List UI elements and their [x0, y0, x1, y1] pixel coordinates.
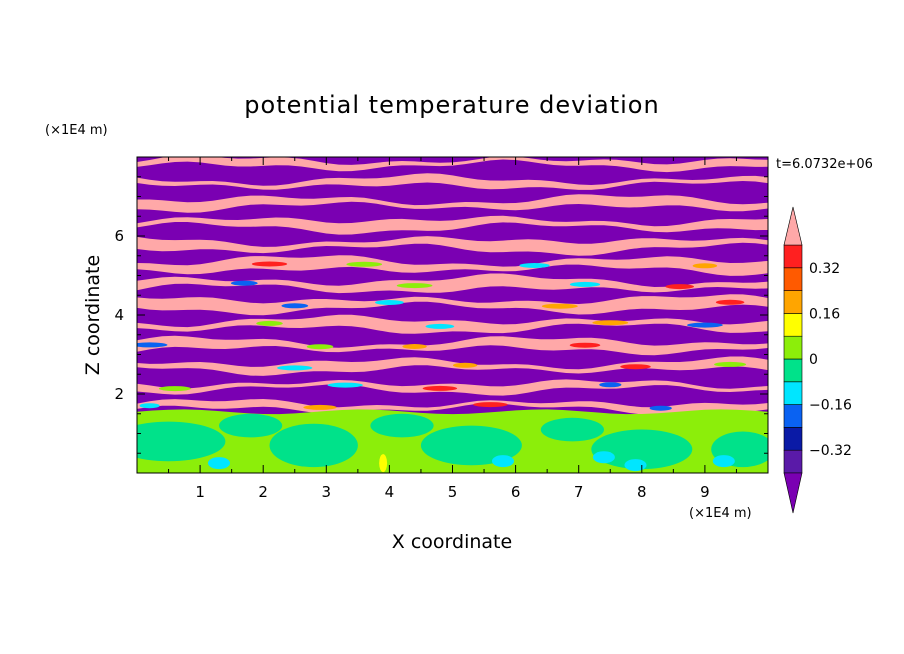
near-zero-region: [420, 425, 522, 466]
transition-streak: [692, 263, 718, 269]
transition-streak: [541, 303, 578, 309]
positive-band: [137, 314, 768, 334]
transition-streak: [665, 284, 694, 290]
y-tick-label: 2: [114, 385, 124, 403]
transition-streak: [375, 300, 404, 305]
near-zero-region: [540, 417, 605, 442]
colorbar-bin: [783, 381, 803, 405]
y-tick-label: 4: [114, 306, 124, 324]
transition-streak: [715, 299, 745, 305]
transition-streak: [473, 402, 508, 408]
x-tick-label: 5: [448, 483, 458, 501]
near-zero-region: [137, 421, 226, 462]
positive-band: [137, 236, 768, 256]
transition-streak: [346, 261, 383, 267]
transition-streak: [422, 385, 458, 391]
colorbar-bin: [783, 244, 803, 269]
colorbar-over-arrow: [783, 206, 803, 246]
positive-band: [137, 215, 768, 235]
colorbar-bin: [783, 358, 803, 383]
transition-streak: [303, 404, 337, 410]
lower-field-layer: [137, 409, 768, 473]
transition-streak: [306, 344, 334, 350]
slight-negative-region: [712, 455, 735, 468]
transition-streak: [230, 280, 258, 286]
axis-ticks: 1 2 3 4 5 6 7 8 9 2 4 6: [114, 157, 768, 501]
x-tick-label: 7: [574, 483, 584, 501]
slight-negative-region: [208, 457, 230, 470]
transition-streak: [139, 403, 160, 409]
x-tick-label: 9: [700, 483, 710, 501]
x-tick-label: 3: [322, 483, 332, 501]
transition-streak: [158, 386, 191, 392]
positive-band: [137, 194, 768, 213]
y-tick-label: 6: [114, 227, 124, 245]
colorbar-bin: [783, 335, 803, 360]
transition-streak: [256, 320, 283, 326]
positive-band: [137, 294, 768, 316]
near-zero-region: [370, 413, 434, 438]
x-tick-label: 1: [195, 483, 205, 501]
slight-negative-region: [624, 459, 647, 472]
chart-title: potential temperature deviation: [244, 91, 659, 119]
transition-streak: [281, 303, 309, 309]
transition-streak: [402, 344, 427, 349]
y-unit-label: (×1E4 m): [45, 123, 108, 138]
colorbar-tick-label: −0.32: [809, 443, 852, 459]
near-zero-region: [591, 429, 693, 470]
transition-streak: [251, 261, 288, 267]
colorbar-tick-label: 0: [809, 352, 818, 368]
upper-band-layer: [137, 135, 768, 415]
slight-positive-region: [379, 454, 388, 473]
transition-streak: [519, 263, 550, 268]
transition-streak: [452, 362, 478, 368]
x-tick-label: 2: [258, 483, 268, 501]
y-axis-label: Z coordinate: [82, 255, 104, 375]
colorbar-bin: [783, 290, 803, 314]
positive-band: [137, 173, 768, 190]
positive-band: [137, 255, 768, 276]
x-tick-label: 6: [511, 483, 521, 501]
slight-negative-region: [492, 455, 514, 468]
near-zero-region: [219, 413, 283, 438]
transition-streak: [569, 281, 601, 287]
plot-field: [137, 135, 768, 473]
transition-streak: [569, 342, 601, 348]
x-tick-label: 4: [385, 483, 395, 501]
positive-band: [137, 335, 768, 356]
colorbar-bin: [783, 313, 803, 337]
transition-streak: [425, 323, 455, 329]
transition-streak: [137, 342, 168, 348]
x-axis-label: X coordinate: [392, 531, 512, 553]
transition-streak: [396, 283, 433, 289]
colorbar: 0.32 0.16 0 −0.16 −0.32: [783, 206, 852, 514]
x-unit-label: (×1E4 m): [689, 506, 752, 521]
transition-streak: [327, 382, 363, 388]
transition-streak: [592, 320, 629, 326]
colorbar-bin: [783, 449, 803, 474]
near-zero-region: [269, 423, 358, 468]
transition-streak: [620, 364, 651, 370]
colorbar-bin: [783, 404, 803, 428]
time-label: t=6.0732e+06: [776, 157, 873, 172]
transition-streak: [599, 382, 622, 388]
transition-streak: [687, 322, 723, 328]
positive-band: [137, 356, 768, 376]
colorbar-under-arrow: [783, 472, 803, 514]
transition-streak: [649, 405, 672, 411]
transition-streak: [277, 365, 313, 371]
positive-band: [137, 273, 768, 294]
slight-negative-region: [592, 451, 615, 464]
colorbar-bin: [783, 267, 803, 291]
colorbar-bin: [783, 427, 803, 451]
colorbar-tick-label: 0.16: [809, 306, 840, 322]
positive-band: [137, 399, 768, 415]
x-tick-label: 8: [637, 483, 647, 501]
colorbar-tick-label: 0.32: [809, 261, 840, 277]
positive-band: [137, 135, 768, 151]
transition-streak: [714, 361, 747, 367]
colorbar-tick-label: −0.16: [809, 398, 852, 414]
